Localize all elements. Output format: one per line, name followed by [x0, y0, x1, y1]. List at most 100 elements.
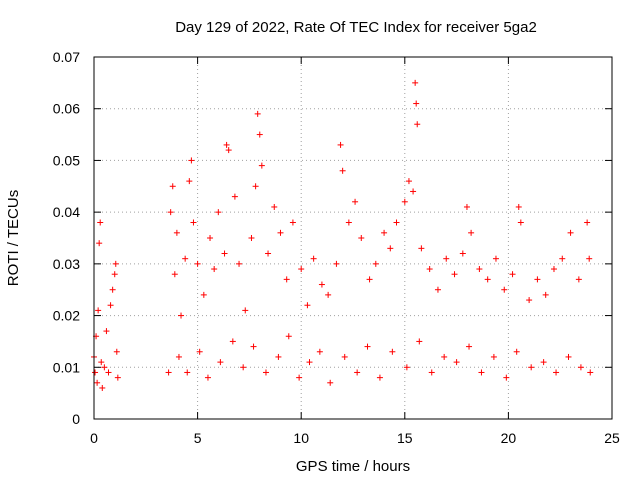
y-tick-label: 0.07: [53, 49, 80, 65]
data-point: [434, 286, 441, 293]
data-point: [296, 374, 303, 381]
data-point: [341, 353, 348, 360]
data-point: [490, 353, 497, 360]
data-point: [426, 266, 433, 273]
data-point: [196, 348, 203, 355]
data-point: [513, 348, 520, 355]
data-point: [540, 359, 547, 366]
data-point: [207, 235, 214, 241]
data-point: [310, 255, 317, 262]
data-point: [542, 291, 549, 298]
data-point: [517, 219, 524, 226]
data-point: [271, 203, 278, 210]
data-point: [248, 235, 255, 241]
x-tick-label: 10: [293, 430, 309, 446]
data-point: [418, 245, 425, 252]
data-point: [285, 333, 292, 340]
data-point: [393, 219, 400, 226]
data-point: [182, 255, 189, 262]
data-point: [204, 374, 211, 381]
y-tick-label: 0.06: [53, 101, 80, 117]
data-point: [387, 245, 394, 252]
data-point: [262, 369, 269, 376]
data-point: [225, 147, 232, 154]
data-point: [114, 374, 121, 381]
data-point: [94, 379, 101, 386]
data-point: [553, 369, 560, 376]
data-point: [441, 353, 448, 360]
data-point: [103, 328, 110, 335]
data-point: [410, 188, 417, 195]
data-point: [283, 276, 290, 283]
data-point: [526, 297, 533, 304]
x-tick-labels: 0 5 10 15 20 25: [90, 430, 620, 446]
data-point: [468, 229, 475, 236]
data-point: [587, 369, 594, 376]
x-tick-label: 0: [90, 430, 98, 446]
data-point: [98, 359, 105, 366]
data-point: [428, 369, 435, 376]
x-tick-label: 15: [397, 430, 413, 446]
data-point: [463, 203, 470, 210]
data-point: [492, 255, 499, 262]
data-point: [459, 250, 466, 257]
data-point: [478, 369, 485, 376]
data-point: [567, 229, 574, 236]
data-point: [258, 162, 265, 169]
data-point: [275, 353, 282, 360]
data-point: [97, 219, 104, 226]
data-point: [289, 219, 296, 226]
data-point: [229, 338, 236, 345]
data-point: [389, 348, 396, 355]
chart-title: Day 129 of 2022, Rate Of TEC Index for r…: [175, 19, 537, 36]
data-point: [171, 271, 178, 278]
data-point: [586, 255, 593, 262]
x-tick-label: 25: [604, 430, 620, 446]
data-point: [221, 250, 228, 257]
data-point: [372, 260, 379, 267]
data-point: [337, 141, 344, 148]
data-point: [559, 255, 566, 262]
data-point: [175, 353, 182, 360]
x-axis-title: GPS time / hours: [296, 458, 410, 475]
data-point: [484, 276, 491, 283]
data-point: [453, 359, 460, 366]
grid-lines: [94, 57, 612, 419]
data-point: [401, 198, 408, 205]
y-tick-labels: 0 0.01 0.02 0.03 0.04 0.05 0.06 0.07: [53, 49, 80, 427]
data-point: [250, 343, 257, 350]
data-point: [304, 302, 311, 309]
data-point: [184, 369, 191, 376]
data-point: [318, 281, 325, 288]
data-point: [376, 374, 383, 381]
data-points: [91, 79, 594, 391]
data-point: [412, 79, 419, 86]
data-point: [240, 364, 247, 371]
data-point: [327, 379, 334, 386]
data-point: [509, 271, 516, 278]
data-point: [354, 369, 361, 376]
data-point: [403, 364, 410, 371]
data-point: [112, 260, 119, 267]
data-point: [515, 203, 522, 210]
data-point: [223, 141, 230, 148]
data-point: [476, 266, 483, 273]
data-point: [364, 343, 371, 350]
data-point: [501, 286, 508, 293]
data-point: [565, 353, 572, 360]
data-point: [358, 235, 365, 241]
axis-ticks: [93, 56, 613, 420]
y-tick-label: 0.01: [53, 359, 80, 375]
data-point: [173, 229, 180, 236]
data-point: [414, 121, 421, 128]
data-point: [333, 260, 340, 267]
data-point: [217, 359, 224, 366]
y-axis-title: ROTI / TECUs: [5, 190, 22, 286]
data-point: [211, 266, 218, 273]
data-point: [298, 266, 305, 273]
x-tick-label: 20: [501, 430, 517, 446]
data-point: [111, 271, 118, 278]
data-point: [252, 183, 259, 190]
data-point: [109, 286, 116, 293]
